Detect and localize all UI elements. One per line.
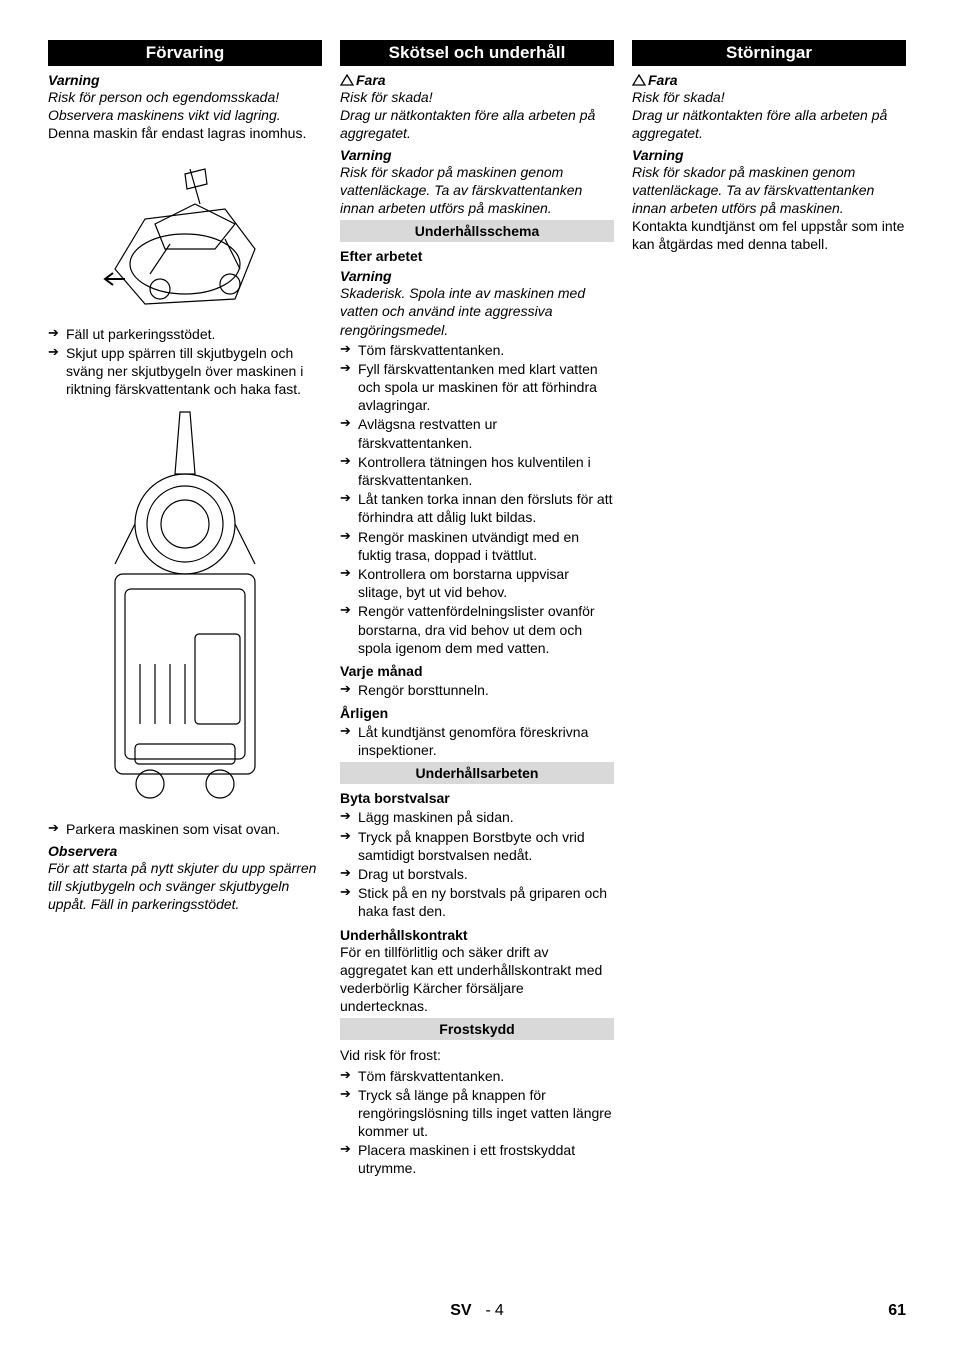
after-work-steps: Töm färskvattentanken. Fyll färskvattent… bbox=[340, 341, 614, 657]
warning-label: Varning bbox=[340, 147, 614, 163]
list-item: Låt tanken torka innan den försluts för … bbox=[340, 490, 614, 526]
list-item: Tryck på knappen Borstbyte och vrid samt… bbox=[340, 828, 614, 864]
footer-sub: 4 bbox=[495, 1302, 504, 1320]
danger-text-1: Risk för skada! bbox=[632, 88, 906, 106]
header-faults: Störningar bbox=[632, 40, 906, 66]
list-item: Stick på en ny borstvals på griparen och… bbox=[340, 884, 614, 920]
replace-head: Byta borstvalsar bbox=[340, 790, 614, 806]
warning-label: Varning bbox=[632, 147, 906, 163]
list-item: Parkera maskinen som visat ovan. bbox=[48, 820, 322, 838]
observe-text: För att starta på nytt skjuter du upp sp… bbox=[48, 859, 322, 914]
list-item: Kontrollera tätningen hos kulventilen i … bbox=[340, 453, 614, 489]
aw-warning-label: Varning bbox=[340, 268, 614, 284]
footer-lang: SV bbox=[450, 1302, 471, 1320]
warning-text: Risk för skador på maskinen genom vatten… bbox=[340, 163, 614, 218]
warning-text: Risk för skador på maskinen genom vatten… bbox=[632, 163, 906, 218]
subheader-frost: Frostskydd bbox=[340, 1018, 614, 1040]
frost-steps: Töm färskvattentanken. Tryck så länge på… bbox=[340, 1067, 614, 1178]
figure-machine-side bbox=[48, 404, 322, 814]
list-item: Töm färskvattentanken. bbox=[340, 341, 614, 359]
list-item: Skjut upp spärren till skjutbygeln och s… bbox=[48, 344, 322, 399]
warning-text-2: Denna maskin får endast lagras inomhus. bbox=[48, 124, 322, 142]
list-item: Låt kundtjänst genomföra föreskrivna ins… bbox=[340, 723, 614, 759]
column-storage: Förvaring Varning Risk för person och eg… bbox=[48, 40, 322, 1179]
list-item: Töm färskvattentanken. bbox=[340, 1067, 614, 1085]
list-item: Tryck så länge på knappen för rengörings… bbox=[340, 1086, 614, 1141]
list-item: Placera maskinen i ett frostskyddat utry… bbox=[340, 1141, 614, 1177]
warning-triangle-icon bbox=[632, 74, 646, 86]
list-item: Kontrollera om borstarna uppvisar slitag… bbox=[340, 565, 614, 601]
warning-text: Risk för person och egendomsskada! Obser… bbox=[48, 88, 322, 124]
header-maintenance: Skötsel och underhåll bbox=[340, 40, 614, 66]
danger-text-2: Drag ur nätkontakten före alla arbeten p… bbox=[340, 106, 614, 142]
monthly-steps: Rengör borsttunneln. bbox=[340, 681, 614, 699]
steps-list-1: Fäll ut parkeringsstödet. Skjut upp spär… bbox=[48, 325, 322, 399]
observe-label: Observera bbox=[48, 843, 322, 859]
danger-text-1: Risk för skada! bbox=[340, 88, 614, 106]
header-storage: Förvaring bbox=[48, 40, 322, 66]
list-item: Rengör vattenfördelningslister ovanför b… bbox=[340, 602, 614, 657]
warning-triangle-icon bbox=[340, 74, 354, 86]
yearly-steps: Låt kundtjänst genomföra föreskrivna ins… bbox=[340, 723, 614, 759]
frost-intro: Vid risk för frost: bbox=[340, 1046, 614, 1064]
footer-dash: - bbox=[486, 1302, 491, 1320]
aw-warning-text: Skaderisk. Spola inte av maskinen med va… bbox=[340, 284, 614, 339]
contract-head: Underhållskontrakt bbox=[340, 927, 614, 943]
steps-list-2: Parkera maskinen som visat ovan. bbox=[48, 820, 322, 838]
list-item: Fyll färskvattentanken med klart vatten … bbox=[340, 360, 614, 415]
figure-machine-top bbox=[48, 149, 322, 319]
list-item: Lägg maskinen på sidan. bbox=[340, 808, 614, 826]
yearly-head: Årligen bbox=[340, 705, 614, 721]
contact-text: Kontakta kundtjänst om fel uppstår som i… bbox=[632, 217, 906, 253]
page-footer: SV - 4 61 bbox=[0, 1302, 954, 1320]
column-maintenance: Skötsel och underhåll Fara Risk för skad… bbox=[340, 40, 614, 1179]
subheader-works: Underhållsarbeten bbox=[340, 762, 614, 784]
danger-text-2: Drag ur nätkontakten före alla arbeten p… bbox=[632, 106, 906, 142]
list-item: Avlägsna restvatten ur färskvattentanken… bbox=[340, 415, 614, 451]
column-faults: Störningar Fara Risk för skada! Drag ur … bbox=[632, 40, 906, 1179]
list-item: Rengör maskinen utvändigt med en fuktig … bbox=[340, 528, 614, 564]
footer-page-number: 61 bbox=[888, 1302, 906, 1320]
list-item: Fäll ut parkeringsstödet. bbox=[48, 325, 322, 343]
after-work-head: Efter arbetet bbox=[340, 248, 614, 264]
danger-label: Fara bbox=[340, 72, 614, 88]
replace-steps: Lägg maskinen på sidan. Tryck på knappen… bbox=[340, 808, 614, 920]
monthly-head: Varje månad bbox=[340, 663, 614, 679]
danger-label: Fara bbox=[632, 72, 906, 88]
contract-text: För en tillförlitlig och säker drift av … bbox=[340, 943, 614, 1016]
list-item: Drag ut borstvals. bbox=[340, 865, 614, 883]
warning-label: Varning bbox=[48, 72, 322, 88]
list-item: Rengör borsttunneln. bbox=[340, 681, 614, 699]
subheader-schedule: Underhållsschema bbox=[340, 220, 614, 242]
